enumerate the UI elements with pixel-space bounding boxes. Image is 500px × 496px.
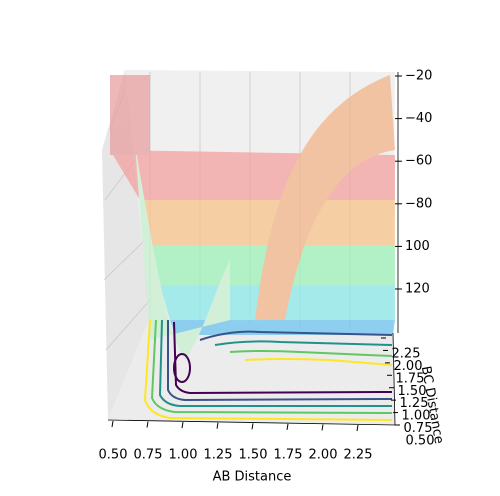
y-tick-label: 2.25 [392, 347, 421, 362]
z-tick-label: 100 [405, 239, 430, 254]
x-tick-label: 1.00 [169, 448, 198, 463]
x-tick-label: 0.50 [99, 448, 128, 463]
x-tick-label: 2.25 [344, 448, 373, 463]
y-tick-label: 2.00 [394, 359, 423, 374]
y-tick-label: 1.75 [396, 371, 425, 386]
x-tick [286, 423, 289, 430]
y-tick-label: 0.75 [404, 421, 433, 436]
x-tick [146, 421, 149, 428]
y-tick-label: 1.50 [398, 384, 427, 399]
y-tick-label: 0.50 [406, 434, 435, 449]
x-tick-label: 1.50 [239, 448, 268, 463]
x-axis-label: AB Distance [213, 470, 292, 485]
x-tick [111, 420, 114, 428]
x-tick [216, 422, 219, 429]
x-axis-line [107, 419, 396, 426]
z-tick-label: −40 [405, 111, 432, 126]
z-tick-label: 120 [405, 282, 430, 297]
contours [143, 319, 393, 421]
z-tick-label: −80 [405, 196, 432, 211]
x-tick-label: 2.00 [309, 448, 338, 463]
x-tick [181, 422, 184, 429]
z-tick-label: −60 [405, 154, 432, 169]
y-axis-line [392, 332, 396, 426]
side-pane [102, 70, 150, 420]
y-tick-label: 1.25 [400, 396, 429, 411]
surface [110, 75, 395, 360]
x-tick [321, 424, 324, 431]
x-tick-label: 1.25 [204, 448, 233, 463]
x-tick-label: 1.75 [274, 448, 303, 463]
x-tick-label: 0.75 [134, 448, 163, 463]
x-tick [251, 423, 254, 430]
y-tick-label: 1.00 [402, 409, 431, 424]
z-tick-label: −20 [405, 69, 432, 84]
x-tick [356, 424, 359, 432]
